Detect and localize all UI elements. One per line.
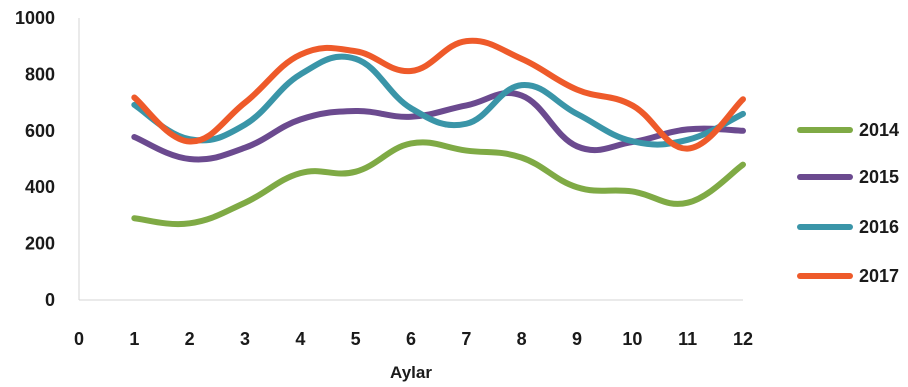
- legend-label-2014: 2014: [859, 120, 899, 140]
- y-tick-label: 0: [45, 290, 55, 310]
- x-tick-label: 0: [74, 329, 84, 349]
- x-tick-label: 5: [351, 329, 361, 349]
- x-tick-label: 11: [678, 329, 697, 349]
- legend-label-2015: 2015: [859, 167, 899, 187]
- y-axis-ticks: 0 200 400 600 800 1000: [15, 8, 55, 310]
- x-tick-label: 7: [461, 329, 471, 349]
- y-tick-label: 400: [25, 177, 55, 197]
- legend-label-2017: 2017: [859, 266, 899, 286]
- y-tick-label: 1000: [15, 8, 55, 28]
- x-tick-label: 3: [240, 329, 250, 349]
- legend: 2014 2015 2016 2017: [797, 120, 899, 286]
- x-tick-label: 6: [406, 329, 416, 349]
- x-tick-label: 9: [572, 329, 582, 349]
- series-line-2017: [131, 37, 746, 152]
- x-tick-label: 2: [185, 329, 195, 349]
- series-line-2014: [131, 139, 746, 228]
- x-tick-label: 10: [622, 329, 642, 349]
- x-tick-label: 4: [295, 329, 305, 349]
- y-tick-label: 800: [25, 64, 55, 84]
- x-tick-label: 8: [517, 329, 527, 349]
- series-lines: [131, 37, 746, 228]
- series-line-2016: [131, 53, 746, 148]
- x-axis-title: Aylar: [390, 363, 432, 382]
- y-tick-label: 600: [25, 121, 55, 141]
- legend-label-2016: 2016: [859, 217, 899, 237]
- x-tick-label: 12: [733, 329, 753, 349]
- y-tick-label: 200: [25, 234, 55, 254]
- x-axis-ticks: 0 1 2 3 4 5 6 7 8 9 10 11 12: [74, 329, 753, 349]
- x-tick-label: 1: [129, 329, 139, 349]
